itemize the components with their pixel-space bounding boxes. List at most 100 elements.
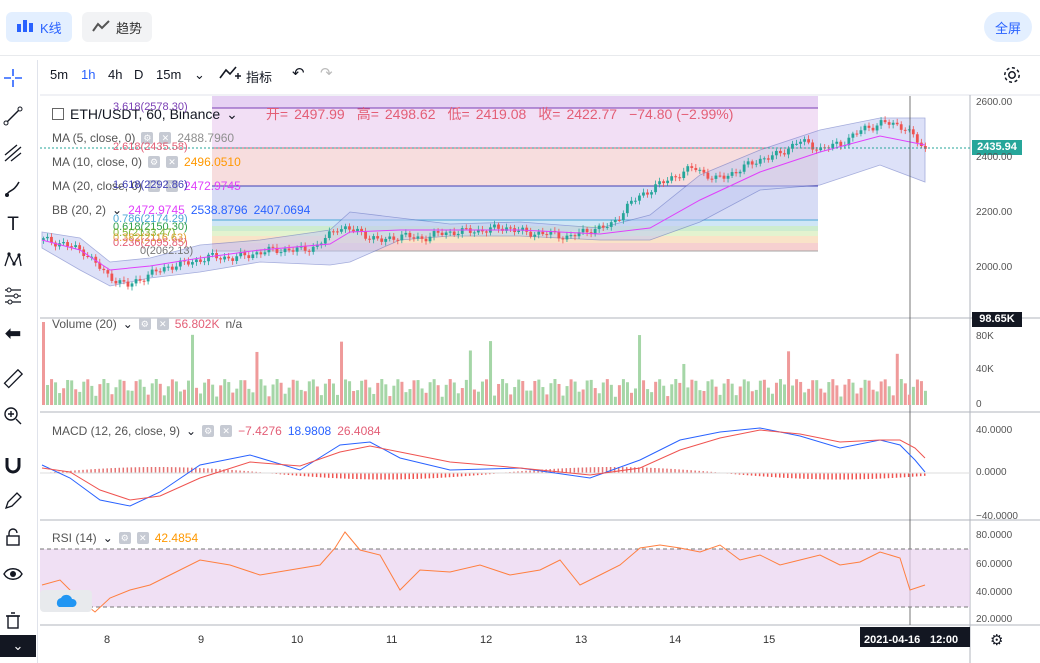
candle-body — [585, 228, 589, 233]
candle-body — [851, 133, 855, 138]
zoom-in-icon[interactable] — [2, 405, 24, 427]
candle-body — [327, 231, 331, 238]
candle-body — [525, 227, 529, 232]
settings-icon[interactable]: ⚙ — [202, 425, 215, 437]
volume-bar — [497, 383, 501, 405]
macd-histogram-bar — [879, 473, 882, 479]
volume-bar — [448, 379, 452, 405]
back-arrow-icon[interactable]: ⬅ — [4, 322, 22, 345]
volume-bar — [625, 382, 629, 405]
volume-bar — [344, 379, 348, 405]
rsi-label[interactable]: RSI (14) — [52, 531, 97, 545]
volume-bar — [211, 384, 215, 405]
kline-tab[interactable]: K线 — [6, 12, 72, 42]
interval-4h[interactable]: 4h — [108, 67, 123, 82]
crosshair-time: 12:00 — [930, 634, 959, 646]
candle-body — [166, 266, 170, 268]
volume-bar — [162, 395, 166, 405]
interval-5m[interactable]: 5m — [50, 67, 69, 82]
collapse-toolbar-icon[interactable]: ⌄ — [0, 635, 36, 657]
macd-histogram-bar — [231, 469, 233, 474]
interval-dropdown-icon[interactable]: ⌄ — [194, 67, 205, 82]
macd-histogram-bar — [146, 467, 149, 474]
close-icon[interactable]: ✕ — [159, 132, 172, 144]
trend-tab[interactable]: 趋势 — [82, 12, 153, 42]
ma5-label[interactable]: MA (5, close, 0) — [52, 131, 136, 145]
volume-bar — [658, 379, 662, 405]
interval-15m[interactable]: 15m — [156, 67, 182, 82]
close-icon[interactable]: ✕ — [166, 156, 179, 168]
pitchfork-icon[interactable] — [2, 142, 24, 164]
symbol-dropdown-icon[interactable]: ⌄ — [226, 105, 238, 122]
candle-body — [795, 143, 798, 145]
settings-gear-icon[interactable] — [1002, 65, 1022, 88]
trend-line-tool-icon[interactable] — [2, 105, 24, 127]
volume-bar — [259, 379, 263, 405]
volume-bar — [178, 391, 182, 405]
volume-bar — [537, 379, 541, 405]
macd-dropdown-icon[interactable]: ⌄ — [186, 424, 197, 438]
close-icon[interactable]: ✕ — [136, 532, 149, 544]
macd-histogram-bar — [827, 473, 829, 480]
symbol-title[interactable]: ETH/USDT, 60, Binance — [70, 106, 221, 122]
volume-dropdown-icon[interactable]: ⌄ — [122, 317, 133, 331]
close-icon[interactable]: ✕ — [166, 180, 179, 192]
macd-histogram-bar — [110, 468, 112, 474]
collapse-legend-icon[interactable] — [52, 108, 64, 120]
macd-histogram-bar — [605, 467, 608, 474]
macd-histogram-bar — [480, 473, 483, 475]
macd-histogram-bar — [239, 470, 241, 474]
candle-body — [497, 224, 500, 229]
macd-signal-line — [41, 429, 926, 501]
ma10-label[interactable]: MA (10, close, 0) — [52, 155, 143, 169]
settings-icon[interactable]: ⚙ — [148, 180, 161, 192]
macd-histogram-bar — [521, 471, 523, 474]
measure-sliders-icon[interactable] — [2, 285, 24, 307]
close-icon[interactable]: ✕ — [220, 425, 233, 437]
candle-body — [597, 225, 601, 230]
volume-bar — [525, 390, 529, 405]
bb-label[interactable]: BB (20, 2) — [52, 203, 107, 217]
settings-icon[interactable]: ⚙ — [148, 156, 161, 168]
crosshair-icon[interactable] — [2, 67, 24, 89]
settings-icon[interactable]: ⚙ — [141, 132, 154, 144]
bb-dropdown-icon[interactable]: ⌄ — [112, 203, 123, 217]
settings-icon[interactable]: ⚙ — [118, 532, 131, 544]
pattern-icon[interactable] — [2, 249, 24, 271]
ma20-label[interactable]: MA (20, close, 0) — [52, 179, 143, 193]
volume-label[interactable]: Volume (20) — [52, 317, 117, 331]
interval-1h[interactable]: 1h — [81, 67, 96, 82]
volume-bar — [287, 387, 291, 405]
settings-icon[interactable]: ⚙ — [138, 318, 151, 330]
macd-histogram-bar — [569, 467, 572, 474]
ruler-icon[interactable] — [2, 368, 24, 390]
eye-icon[interactable] — [2, 563, 24, 585]
candle-body — [859, 130, 863, 134]
indicators-button[interactable]: 指标 — [246, 70, 273, 85]
candle-body — [452, 231, 456, 236]
redo-icon[interactable]: ↷ — [320, 65, 333, 82]
pencil-lock-icon[interactable] — [2, 490, 24, 512]
chart-logo-badge[interactable] — [40, 590, 92, 612]
undo-icon[interactable]: ↶ — [292, 65, 305, 82]
rsi-dropdown-icon[interactable]: ⌄ — [102, 531, 113, 545]
macd-line — [41, 427, 926, 507]
fullscreen-button[interactable]: 全屏 — [984, 12, 1032, 42]
brush-icon[interactable] — [2, 178, 24, 200]
pane-separators — [40, 94, 1040, 663]
volume-bar — [50, 379, 54, 405]
macd-value: 18.9808 — [287, 424, 332, 438]
axis-settings-gear-icon[interactable]: ⚙ — [990, 632, 1004, 649]
candle-body — [388, 236, 392, 239]
text-tool-icon[interactable]: T — [7, 214, 19, 235]
lock-icon[interactable] — [2, 526, 24, 548]
trash-icon[interactable] — [2, 609, 24, 631]
macd-label[interactable]: MACD (12, 26, close, 9) — [52, 424, 181, 438]
indicators-icon[interactable] — [218, 64, 242, 85]
close-icon[interactable]: ✕ — [156, 318, 169, 330]
volume-bar — [70, 380, 74, 405]
magnet-icon[interactable] — [2, 454, 24, 476]
interval-d[interactable]: D — [134, 67, 144, 82]
macd-histogram-bar — [537, 469, 539, 474]
